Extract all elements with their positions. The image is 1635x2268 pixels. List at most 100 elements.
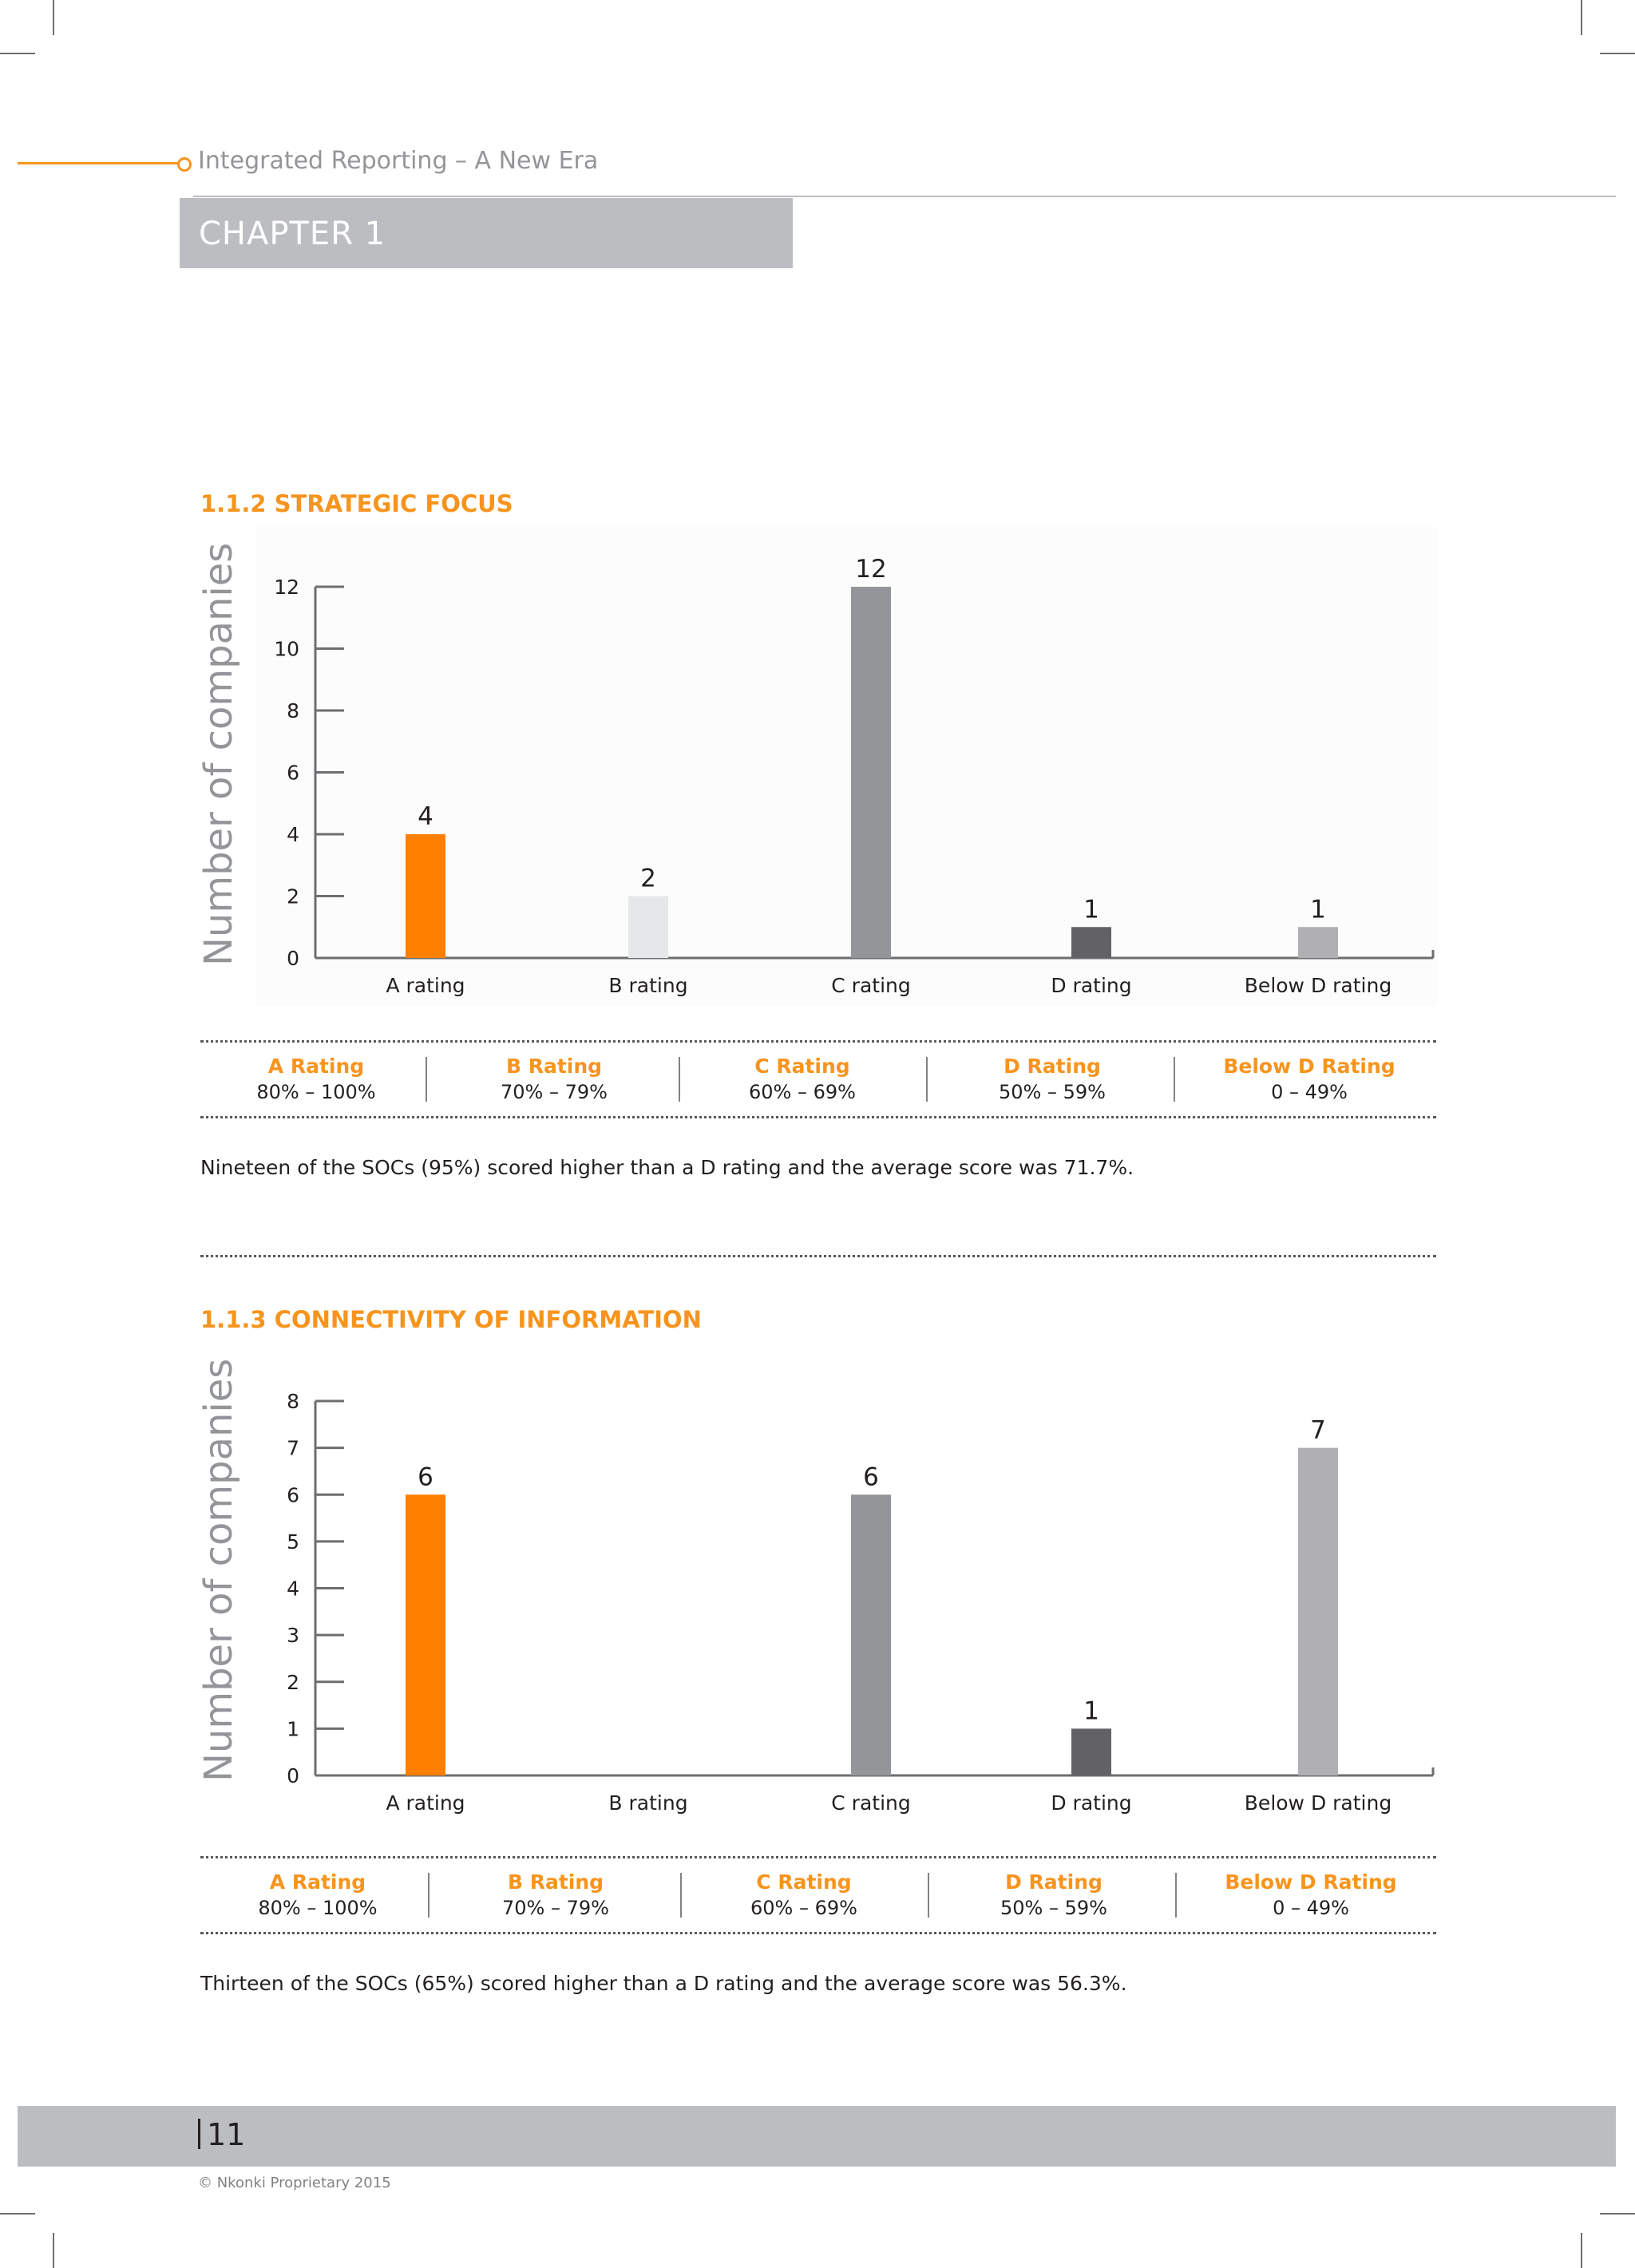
chapter-banner: CHAPTER 1	[180, 198, 793, 268]
page-number-value: 11	[207, 2117, 246, 2152]
data-label: 2	[640, 865, 656, 893]
y-tick-label: 8	[287, 1390, 299, 1413]
category-label: A rating	[386, 974, 465, 997]
legend-c: C Rating 60% – 69%	[679, 1054, 926, 1105]
y-tick-label: 12	[274, 576, 299, 599]
legend-range: 50% – 59%	[1000, 1897, 1107, 1919]
category-label: A rating	[386, 1791, 465, 1815]
bar	[851, 587, 891, 958]
y-tick-label: 2	[287, 1671, 299, 1694]
chart-background	[255, 527, 1437, 1006]
legend-divider	[1175, 1873, 1177, 1918]
legend-divider	[926, 1057, 928, 1102]
legend-name: D Rating	[1004, 1055, 1101, 1078]
bar	[851, 1494, 891, 1775]
section-title-strategic-focus: 1.1.2 STRATEGIC FOCUS	[200, 490, 513, 517]
crop-mark	[0, 2213, 35, 2215]
y-tick-label: 6	[287, 1483, 299, 1506]
y-tick-label: 1	[287, 1717, 299, 1740]
category-label: B rating	[608, 974, 687, 997]
category-label: C rating	[831, 1791, 910, 1815]
legend-range: 70% – 79%	[502, 1897, 609, 1919]
header-accent-line	[18, 162, 185, 164]
legend-divider	[679, 1057, 680, 1102]
y-tick-label: 2	[287, 885, 299, 908]
legend-name: D Rating	[1005, 1870, 1103, 1894]
legend-range: 0 – 49%	[1273, 1897, 1349, 1919]
category-label: Below D rating	[1245, 974, 1392, 997]
data-label: 6	[418, 1463, 433, 1491]
category-label: D rating	[1051, 974, 1131, 997]
rating-legend: A Rating 80% – 100% B Rating 70% – 79% C…	[200, 1856, 1436, 1934]
crop-mark	[53, 0, 54, 35]
y-tick-label: 8	[287, 699, 299, 722]
y-tick-label: 5	[287, 1530, 299, 1554]
legend-range: 80% – 100%	[256, 1081, 376, 1103]
legend-name: B Rating	[505, 1055, 603, 1078]
footer-band: 11	[18, 2106, 1616, 2167]
data-label: 7	[1310, 1416, 1326, 1445]
chapter-label: CHAPTER 1	[199, 216, 386, 252]
bar	[1298, 927, 1338, 958]
data-label: 1	[1310, 895, 1326, 924]
rating-legend: A Rating 80% – 100% B Rating 70% – 79% C…	[200, 1040, 1436, 1118]
crop-mark	[0, 53, 35, 54]
category-label: D rating	[1051, 1791, 1131, 1815]
category-label: Below D rating	[1245, 1791, 1392, 1815]
legend-c: C Rating 60% – 69%	[680, 1870, 928, 1921]
crop-mark	[1600, 53, 1635, 54]
bar	[1298, 1447, 1338, 1775]
crop-mark	[1600, 2213, 1635, 2215]
data-label: 4	[418, 802, 433, 831]
legend-range: 80% – 100%	[258, 1897, 378, 1919]
data-label: 6	[863, 1463, 879, 1491]
section-separator	[200, 1255, 1436, 1257]
legend-d: D Rating 50% – 59%	[928, 1054, 1176, 1105]
legend-range: 70% – 79%	[501, 1081, 608, 1103]
legend-d: D Rating 50% – 59%	[930, 1870, 1178, 1921]
data-label: 12	[855, 555, 886, 584]
legend-divider	[928, 1873, 929, 1918]
legend-range: 60% – 69%	[749, 1081, 856, 1103]
legend-name: Below D Rating	[1223, 1055, 1395, 1078]
data-label: 1	[1083, 895, 1099, 924]
legend-range: 0 – 49%	[1271, 1081, 1348, 1103]
legend-name: A Rating	[267, 1055, 365, 1078]
legend-name: Below D Rating	[1225, 1870, 1397, 1894]
legend-name: B Rating	[507, 1870, 604, 1894]
y-tick-label: 6	[287, 762, 299, 785]
legend-name: C Rating	[754, 1055, 850, 1078]
category-label: C rating	[831, 974, 910, 997]
chart-svg: 0 2 4 6 8 10 12 4 A rating 2 B rating 12 C rating 1 D …	[255, 527, 1437, 1006]
legend-a: A Rating 80% – 100%	[194, 1870, 441, 1921]
legend-range: 60% – 69%	[750, 1897, 857, 1919]
legend-name: A Rating	[269, 1870, 366, 1894]
legend-below-d: Below D Rating 0 – 49%	[1186, 1054, 1433, 1105]
header-accent-dot	[177, 157, 192, 172]
page-number: 11	[198, 2117, 245, 2152]
summary-text-connectivity: Thirteen of the SOCs (65%) scored higher…	[200, 1972, 1127, 1995]
page-number-bar	[198, 2119, 200, 2149]
y-tick-label: 3	[287, 1624, 299, 1647]
bar	[1071, 1728, 1111, 1775]
section-title-connectivity: 1.1.3 CONNECTIVITY OF INFORMATION	[200, 1306, 702, 1333]
bar	[1071, 927, 1111, 958]
bar	[628, 896, 668, 958]
y-tick-label: 0	[287, 1764, 299, 1787]
crop-mark	[53, 2233, 54, 2268]
legend-divider	[680, 1873, 682, 1918]
legend-range: 50% – 59%	[999, 1081, 1106, 1103]
bar	[406, 1494, 445, 1775]
legend-below-d: Below D Rating 0 – 49%	[1187, 1870, 1435, 1921]
chart-svg: 0 1 2 3 4 5 6 7 8 6 A rating B rating 6 C rating 1 D ra…	[287, 1390, 1435, 1815]
legend-divider	[428, 1873, 430, 1918]
copyright: © Nkonki Proprietary 2015	[198, 2175, 391, 2191]
y-tick-label: 7	[287, 1437, 299, 1460]
bar	[406, 834, 445, 958]
legend-b: B Rating 70% – 79%	[432, 1870, 679, 1921]
crop-mark	[1581, 2233, 1582, 2268]
legend-b: B Rating 70% – 79%	[430, 1054, 678, 1105]
legend-divider	[426, 1057, 427, 1102]
bar-chart-strategic-focus: Number of companies 0 2 4 6 8 10 12 4 A rating 2 B…	[192, 527, 1437, 1006]
